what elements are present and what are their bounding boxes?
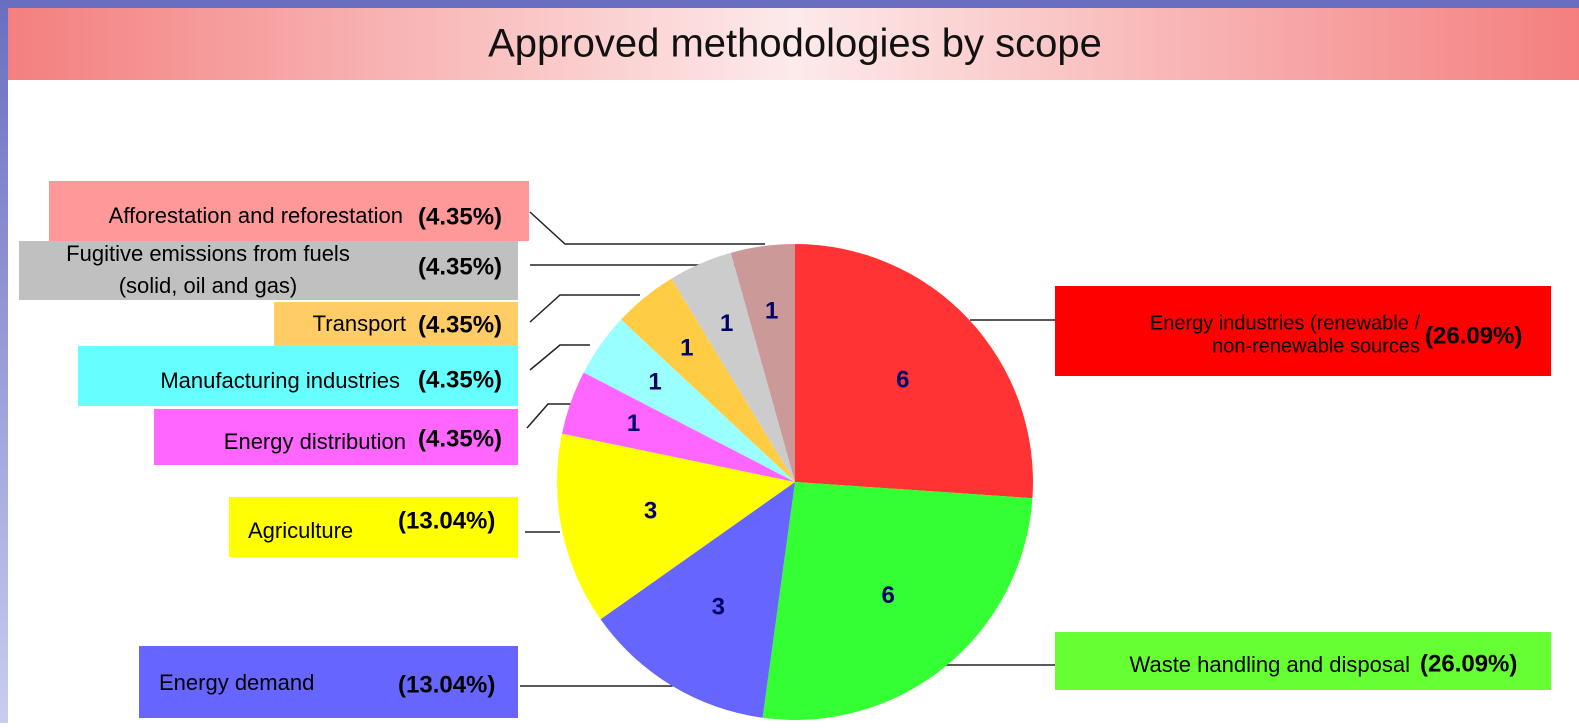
callout-box: [78, 346, 518, 406]
callout-label: Energy industries (renewable /: [1150, 312, 1421, 334]
pie-slice: [730, 244, 795, 482]
callout-box: [19, 241, 518, 300]
top-border: [0, 0, 1579, 8]
slice-label: 3: [712, 593, 725, 620]
pie-slice: [795, 244, 1033, 499]
callout-box: [49, 181, 529, 241]
pie-slice: [621, 278, 795, 482]
slice-label: 1: [680, 334, 693, 361]
callout-label: Transport: [313, 311, 406, 336]
callout-percent: (13.04%): [398, 507, 495, 534]
side-border: [0, 0, 8, 723]
title-bar: [8, 8, 1579, 80]
slice-label: 1: [765, 298, 778, 325]
slice-label: 3: [644, 497, 657, 524]
callout-box: [154, 409, 518, 465]
callout-box: [229, 497, 518, 557]
pie-slice: [762, 482, 1033, 720]
callout-label: (solid, oil and gas): [119, 273, 298, 298]
callout-percent: (4.35%): [418, 425, 502, 452]
callout-label: non-renewable sources: [1212, 335, 1420, 357]
pie-slice: [557, 433, 795, 620]
callout-percent: (4.35%): [418, 366, 502, 393]
leader-line: [529, 294, 640, 323]
callout-percent: (4.35%): [418, 311, 502, 338]
pie-slice: [600, 482, 795, 718]
callout-percent: (26.09%): [1420, 650, 1517, 677]
slice-label: 6: [896, 367, 909, 394]
slice-label: 1: [627, 410, 640, 437]
callout-label: Fugitive emissions from fuels: [66, 241, 350, 266]
slice-label: 1: [720, 310, 733, 337]
pie-slice: [671, 252, 795, 482]
callout-percent: (4.35%): [418, 203, 502, 230]
callout-box: [1055, 632, 1551, 690]
pie-slice: [583, 319, 795, 482]
callout-percent: (13.04%): [398, 671, 495, 698]
callout-percent: (26.09%): [1425, 322, 1522, 349]
callout-label: Waste handling and disposal: [1130, 652, 1410, 677]
pie-slice: [561, 372, 795, 482]
callout-label: Agriculture: [248, 518, 353, 543]
callout-label: Energy demand: [159, 670, 314, 695]
pie-chart: Energy industries (renewable /non-renewa…: [19, 181, 1551, 720]
leader-line: [526, 403, 575, 429]
callout-box: [139, 646, 518, 718]
callout-box: [1055, 286, 1551, 376]
leader-line: [529, 344, 590, 371]
callout-label: Energy distribution: [224, 429, 406, 454]
callout-box: [274, 302, 518, 346]
callout-percent: (4.35%): [418, 253, 502, 280]
callout-label: Afforestation and reforestation: [109, 203, 403, 228]
chart-title: Approved methodologies by scope: [488, 22, 1102, 66]
slice-label: 6: [881, 582, 894, 609]
slice-label: 1: [648, 369, 661, 396]
leader-line: [529, 211, 765, 245]
callout-label: Manufacturing industries: [160, 368, 400, 393]
